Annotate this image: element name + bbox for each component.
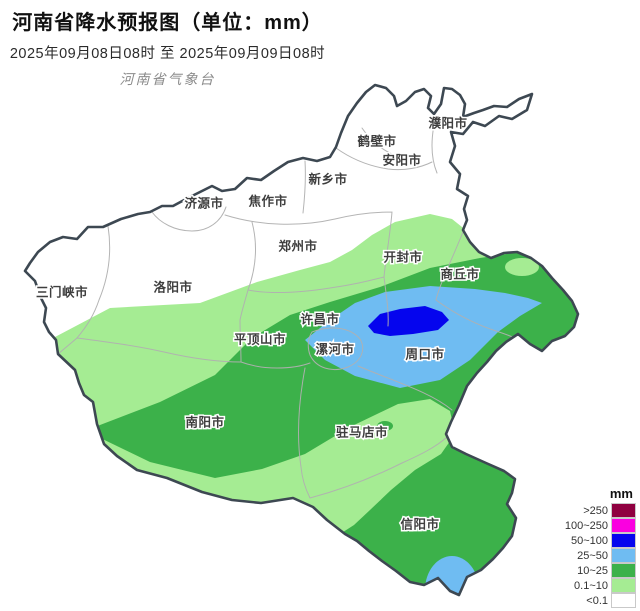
- city-label: 新乡市: [308, 171, 347, 186]
- legend: mm >250 100~250 50~100 25~50 10~25 0.1~10 <0.1: [542, 486, 636, 608]
- legend-item-label: 10~25: [577, 564, 608, 577]
- legend-item: 25~50: [542, 547, 636, 563]
- legend-item: 0.1~10: [542, 577, 636, 593]
- page-title: 河南省降水预报图（单位：mm）: [12, 12, 323, 34]
- city-label: 漯河市: [315, 341, 354, 356]
- legend-item-label: 25~50: [577, 549, 608, 562]
- city-label: 三门峡市: [36, 284, 88, 299]
- legend-unit-label: mm: [609, 486, 633, 501]
- legend-color-swatch: [611, 562, 636, 578]
- city-label: 洛阳市: [153, 279, 192, 294]
- city-label: 焦作市: [247, 193, 287, 208]
- city-label: 许昌市: [300, 311, 339, 326]
- legend-color-swatch: [611, 577, 636, 593]
- legend-rows: >250 100~250 50~100 25~50 10~25 0.1~10 <0.1: [542, 502, 636, 608]
- city-label: 平顶山市: [234, 331, 286, 346]
- city-label: 周口市: [405, 346, 444, 361]
- legend-color-swatch: [611, 592, 636, 608]
- legend-item-label: >250: [583, 504, 608, 517]
- legend-item-label: 50~100: [570, 534, 608, 547]
- city-label: 鹤壁市: [357, 133, 396, 148]
- legend-color-swatch: [611, 502, 636, 518]
- legend-item: >250: [542, 502, 636, 518]
- city-label: 开封市: [383, 249, 422, 264]
- legend-item-label: 0.1~10: [574, 579, 608, 592]
- legend-item-label: 100~250: [564, 519, 608, 532]
- legend-item: <0.1: [542, 592, 636, 608]
- city-label: 信阳市: [400, 516, 439, 531]
- legend-item: 100~250: [542, 517, 636, 533]
- city-label: 郑州市: [278, 238, 317, 253]
- band-0.1-10-south: [88, 399, 455, 534]
- map-header: 河南省降水预报图（单位：mm） 2025年09月08日08时 至 2025年09…: [0, 6, 335, 89]
- forecast-date-range: 2025年09月08日08时 至 2025年09月09日08时: [9, 46, 326, 62]
- city-label: 驻马店市: [336, 424, 388, 439]
- legend-color-swatch: [611, 532, 636, 548]
- legend-item: 10~25: [542, 562, 636, 578]
- city-label: 安阳市: [382, 152, 421, 167]
- band-10-25-zhumadian-dot: [377, 421, 393, 431]
- city-label: 南阳市: [185, 414, 224, 429]
- legend-color-swatch: [611, 547, 636, 563]
- legend-item-label: <0.1: [586, 594, 608, 607]
- legend-color-swatch: [611, 517, 636, 533]
- district-boundaries: [57, 115, 541, 499]
- legend-item: 50~100: [542, 532, 636, 548]
- band-25-50-xinyang-tip: [425, 556, 479, 595]
- band-25-50: [305, 286, 542, 388]
- agency-name: 河南省气象台: [119, 72, 216, 88]
- province-border: [23, 83, 580, 597]
- city-label: 濮阳市: [428, 115, 467, 130]
- band-0.1-10-shangqiu-patch: [505, 258, 539, 276]
- city-label: 商丘市: [440, 266, 479, 281]
- city-label: 济源市: [184, 195, 223, 210]
